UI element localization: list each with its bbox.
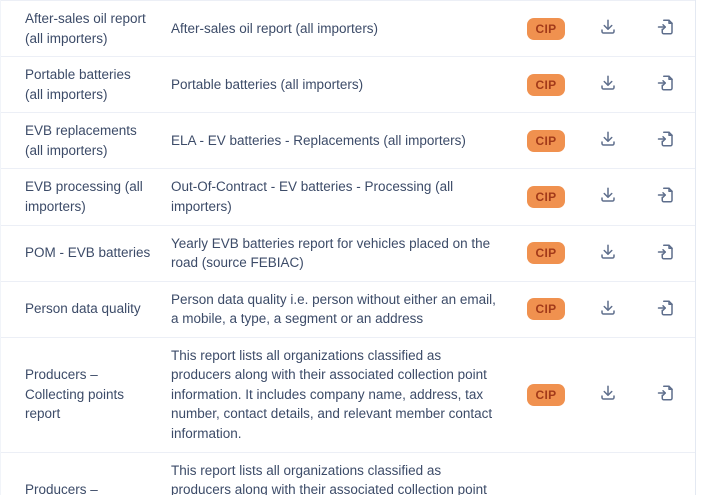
report-name: POM - EVB batteries (25, 245, 151, 261)
report-name: Producers – Collecting points report Imp… (25, 482, 98, 495)
report-description: This report lists all organizations clas… (171, 462, 487, 495)
file-export-icon (657, 384, 675, 405)
export-button[interactable] (653, 14, 679, 43)
export-button[interactable] (653, 239, 679, 268)
download-icon (599, 18, 617, 39)
cip-badge: CIP (526, 383, 566, 406)
cip-badge: CIP (526, 242, 566, 265)
report-name: Person data quality (25, 301, 141, 317)
export-button[interactable] (653, 182, 679, 211)
export-button[interactable] (653, 70, 679, 99)
export-button[interactable] (653, 380, 679, 409)
download-icon (599, 186, 617, 207)
report-name: After-sales oil report (all importers) (25, 11, 146, 46)
table-row: After-sales oil report (all importers) A… (1, 0, 695, 56)
download-button[interactable] (595, 14, 621, 43)
reports-table: After-sales oil report (all importers) A… (0, 0, 696, 495)
table-row: EVB replacements (all importers) ELA - E… (1, 112, 695, 168)
file-export-icon (657, 299, 675, 320)
download-button[interactable] (595, 239, 621, 268)
report-name: Portable batteries (all importers) (25, 67, 131, 102)
download-icon (599, 74, 617, 95)
download-button[interactable] (595, 126, 621, 155)
download-icon (599, 243, 617, 264)
report-description: Person data quality i.e. person without … (171, 291, 496, 327)
download-icon (599, 299, 617, 320)
table-row: Portable batteries (all importers) Porta… (1, 56, 695, 112)
cip-badge: CIP (526, 185, 566, 208)
report-description: ELA - EV batteries - Replacements (all i… (171, 133, 466, 149)
report-name: EVB replacements (all importers) (25, 123, 137, 158)
cip-badge: CIP (526, 129, 566, 152)
file-export-icon (657, 18, 675, 39)
report-name: EVB processing (all importers) (25, 179, 143, 214)
table-row: Producers – Collecting points report Thi… (1, 336, 695, 452)
file-export-icon (657, 130, 675, 151)
table-row: EVB processing (all importers) Out-Of-Co… (1, 168, 695, 224)
download-button[interactable] (595, 182, 621, 211)
cip-badge: CIP (526, 17, 566, 40)
report-description: Yearly EVB batteries report for vehicles… (171, 235, 491, 271)
download-icon (599, 130, 617, 151)
cip-badge: CIP (526, 298, 566, 321)
report-description: After-sales oil report (all importers) (171, 20, 379, 36)
report-description: This report lists all organizations clas… (171, 347, 493, 441)
table-row: Person data quality Person data quality … (1, 280, 695, 337)
export-button[interactable] (653, 295, 679, 324)
table-row: POM - EVB batteries Yearly EVB batteries… (1, 224, 695, 281)
table-row: Producers – Collecting points report Imp… (1, 451, 695, 495)
report-name: Producers – Collecting points report (25, 367, 125, 422)
download-button[interactable] (595, 380, 621, 409)
file-export-icon (657, 243, 675, 264)
cip-badge: CIP (526, 73, 566, 96)
download-icon (599, 384, 617, 405)
export-button[interactable] (653, 126, 679, 155)
download-button[interactable] (595, 295, 621, 324)
report-description: Portable batteries (all importers) (171, 76, 364, 92)
report-description: Out-Of-Contract - EV batteries - Process… (171, 179, 454, 214)
file-export-icon (657, 74, 675, 95)
file-export-icon (657, 186, 675, 207)
download-button[interactable] (595, 70, 621, 99)
